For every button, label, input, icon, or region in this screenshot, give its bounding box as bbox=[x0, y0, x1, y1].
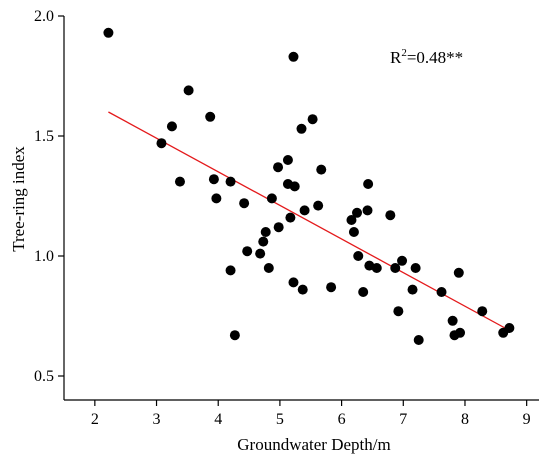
data-point bbox=[205, 111, 216, 122]
data-point bbox=[410, 263, 421, 273]
data-point bbox=[299, 205, 310, 216]
x-tick-label: 2 bbox=[91, 411, 99, 428]
data-point bbox=[348, 227, 359, 237]
data-point bbox=[255, 248, 266, 259]
regression-line bbox=[108, 111, 510, 331]
data-point bbox=[455, 327, 466, 338]
data-point bbox=[436, 287, 447, 297]
x-tick-label: 4 bbox=[214, 411, 222, 428]
r-squared-value: =0.48** bbox=[407, 48, 463, 67]
data-point bbox=[413, 335, 424, 345]
data-point bbox=[229, 330, 240, 341]
data-point bbox=[447, 315, 458, 326]
x-tick-label: 5 bbox=[276, 411, 284, 428]
fit-line-layer bbox=[108, 111, 510, 331]
x-axis-label: Groundwater Depth/m bbox=[237, 435, 390, 454]
x-tick-label: 9 bbox=[523, 411, 531, 428]
data-point bbox=[453, 267, 464, 278]
data-point bbox=[390, 263, 401, 273]
r-squared-annotation: R2=0.48** bbox=[390, 47, 463, 67]
data-point bbox=[316, 164, 327, 175]
x-tick-label: 3 bbox=[153, 411, 161, 428]
r-squared-base: R bbox=[390, 48, 402, 67]
data-point bbox=[393, 306, 404, 317]
data-point bbox=[260, 227, 271, 237]
data-point bbox=[266, 193, 277, 204]
y-tick-label: 1.5 bbox=[34, 128, 54, 145]
y-axis-label: Tree-ring index bbox=[9, 146, 28, 252]
data-point bbox=[273, 162, 284, 173]
data-point bbox=[296, 123, 307, 134]
data-point bbox=[407, 284, 418, 295]
axes: 2 3 4 5 6 7 8 9 0.5 1.0 1.5 2.0 bbox=[34, 8, 539, 428]
y-tick-label: 2.0 bbox=[34, 8, 54, 25]
data-point bbox=[103, 27, 114, 38]
data-point bbox=[208, 174, 219, 185]
data-point bbox=[156, 138, 167, 149]
data-point bbox=[353, 251, 364, 261]
x-tick-label: 6 bbox=[338, 411, 346, 428]
data-point bbox=[352, 207, 363, 218]
data-point bbox=[258, 236, 269, 247]
data-point bbox=[183, 85, 194, 96]
data-point bbox=[313, 200, 324, 211]
data-point bbox=[371, 263, 382, 273]
x-tick-label: 8 bbox=[461, 411, 469, 428]
data-point bbox=[225, 176, 236, 187]
data-point bbox=[326, 282, 337, 293]
data-point bbox=[477, 306, 488, 317]
x-tick-label: 7 bbox=[399, 411, 407, 428]
data-point bbox=[263, 263, 274, 273]
data-point bbox=[242, 246, 253, 257]
data-point bbox=[288, 277, 299, 288]
data-point bbox=[211, 193, 222, 204]
data-point bbox=[307, 114, 318, 125]
data-point bbox=[297, 284, 308, 295]
data-point bbox=[285, 212, 296, 223]
data-point bbox=[289, 181, 300, 192]
y-tick-label: 1.0 bbox=[34, 248, 54, 265]
data-point bbox=[346, 215, 357, 225]
data-point bbox=[166, 121, 177, 132]
data-point bbox=[363, 179, 374, 189]
data-point bbox=[358, 287, 369, 297]
data-point bbox=[385, 210, 396, 221]
data-point bbox=[504, 323, 515, 333]
data-point bbox=[174, 176, 185, 187]
data-point bbox=[362, 205, 373, 216]
data-point bbox=[273, 222, 284, 233]
data-point bbox=[239, 198, 250, 209]
data-point bbox=[288, 51, 299, 62]
points-layer bbox=[103, 27, 515, 345]
data-point bbox=[225, 265, 236, 276]
data-point bbox=[282, 155, 293, 165]
y-tick-label: 0.5 bbox=[34, 368, 54, 385]
r-squared-superscript: 2 bbox=[401, 47, 407, 59]
data-point bbox=[397, 255, 408, 266]
